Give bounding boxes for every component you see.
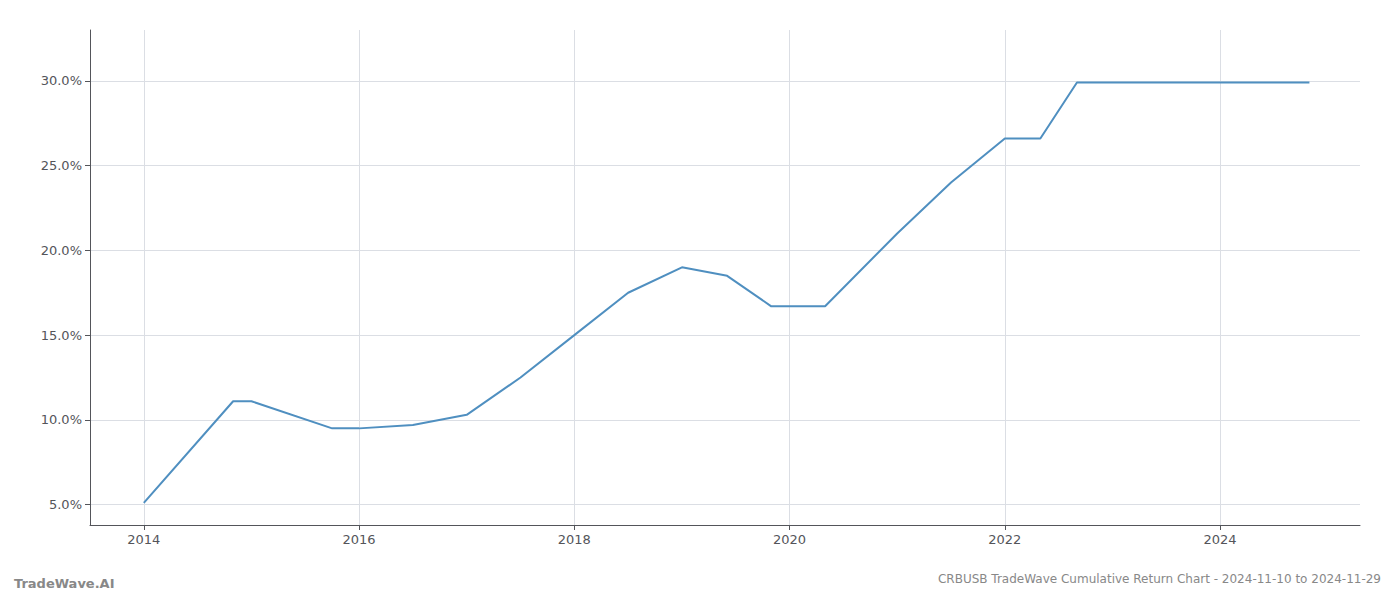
svg-text:5.0%: 5.0% [49, 497, 82, 512]
svg-text:30.0%: 30.0% [41, 73, 82, 88]
svg-text:10.0%: 10.0% [41, 412, 82, 427]
svg-text:CRBUSB TradeWave Cumulative Re: CRBUSB TradeWave Cumulative Return Chart… [938, 572, 1381, 586]
svg-text:2020: 2020 [773, 532, 806, 547]
svg-text:2018: 2018 [558, 532, 591, 547]
svg-text:2024: 2024 [1204, 532, 1237, 547]
svg-text:20.0%: 20.0% [41, 243, 82, 258]
svg-text:25.0%: 25.0% [41, 158, 82, 173]
svg-text:15.0%: 15.0% [41, 328, 82, 343]
svg-text:2022: 2022 [988, 532, 1021, 547]
svg-text:2014: 2014 [127, 532, 160, 547]
svg-text:TradeWave.AI: TradeWave.AI [14, 576, 115, 591]
svg-text:2016: 2016 [343, 532, 376, 547]
